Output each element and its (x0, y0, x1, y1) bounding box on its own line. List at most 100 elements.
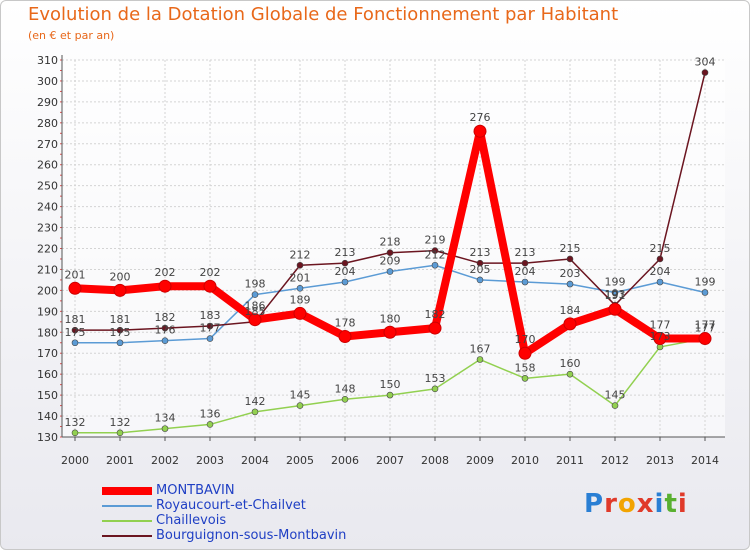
data-label-chaillevois: 134 (155, 412, 176, 425)
y-tick-label: 260 (37, 159, 58, 172)
y-tick-label: 170 (37, 347, 58, 360)
point-royaucourt (656, 278, 664, 286)
y-tick-label: 290 (37, 96, 58, 109)
logo-letter: i (677, 489, 688, 519)
y-tick-label: 300 (37, 75, 58, 88)
y-tick-label: 240 (37, 201, 58, 214)
logo-letter: r (604, 489, 618, 519)
point-chaillevois (386, 391, 394, 399)
x-tick-label: 2010 (511, 454, 539, 467)
x-tick-label: 2012 (601, 454, 629, 467)
point-chaillevois (476, 356, 484, 363)
legend-item-montbavin[interactable]: MONTBAVIN (102, 483, 432, 499)
data-label-bourguignon: 181 (110, 313, 131, 326)
data-label-royaucourt: 198 (245, 278, 266, 291)
data-label-royaucourt: 199 (695, 275, 716, 288)
data-label-bourguignon: 182 (155, 311, 176, 324)
point-bourguignon (341, 259, 349, 267)
point-montbavin (338, 329, 352, 343)
point-montbavin (68, 281, 82, 295)
point-royaucourt (341, 278, 349, 286)
x-tick-label: 2006 (331, 454, 359, 467)
legend-item-chaillevois[interactable]: Chaillevois (102, 513, 432, 529)
y-tick-label: 230 (37, 222, 58, 235)
data-label-chaillevois: 132 (110, 416, 131, 429)
point-royaucourt (296, 284, 304, 292)
data-label-chaillevois: 148 (335, 382, 356, 395)
point-royaucourt (386, 268, 394, 275)
point-royaucourt (521, 278, 529, 286)
data-label-montbavin: 186 (245, 300, 266, 313)
data-label-chaillevois: 167 (470, 343, 491, 356)
point-montbavin (473, 124, 487, 138)
data-label-chaillevois: 136 (200, 407, 221, 420)
legend-swatch-chaillevois (102, 520, 152, 522)
point-chaillevois (251, 408, 259, 416)
data-label-bourguignon: 213 (515, 246, 536, 259)
data-label-bourguignon: 218 (380, 236, 401, 249)
data-label-bourguignon: 213 (335, 246, 356, 259)
data-label-bourguignon: 304 (695, 56, 716, 69)
proxiti-logo: Proxiti (584, 489, 688, 519)
point-bourguignon (656, 255, 664, 263)
x-tick-label: 2002 (151, 454, 179, 467)
data-label-royaucourt: 199 (605, 275, 626, 288)
data-label-royaucourt: 204 (335, 265, 356, 278)
x-tick-label: 2014 (691, 454, 719, 467)
point-royaucourt (566, 280, 574, 288)
data-label-chaillevois: 173 (650, 330, 671, 343)
point-bourguignon (476, 259, 484, 267)
data-label-montbavin: 276 (470, 111, 491, 124)
point-bourguignon (161, 324, 169, 332)
data-label-royaucourt: 204 (650, 265, 671, 278)
x-tick-label: 2001 (106, 454, 134, 467)
point-chaillevois (116, 429, 124, 437)
logo-letter: i (654, 489, 665, 519)
legend-item-bourguignon[interactable]: Bourguignon-sous-Montbavin (102, 528, 432, 544)
point-chaillevois (431, 385, 439, 393)
point-montbavin (383, 325, 397, 339)
logo-letter: P (584, 489, 605, 519)
chart-subtitle: (en € et par an) (28, 29, 115, 42)
point-montbavin (518, 346, 532, 360)
point-bourguignon (206, 322, 214, 330)
point-chaillevois (71, 429, 79, 437)
point-chaillevois (566, 370, 574, 378)
data-label-montbavin: 177 (650, 319, 671, 332)
data-label-royaucourt: 175 (65, 326, 86, 339)
y-tick-label: 190 (37, 305, 58, 318)
x-tick-label: 2003 (196, 454, 224, 467)
legend-swatch-bourguignon (102, 535, 152, 537)
x-tick-label: 2004 (241, 454, 269, 467)
legend-label-chaillevois: Chaillevois (156, 513, 227, 528)
data-label-montbavin: 178 (335, 316, 356, 329)
point-royaucourt (611, 289, 619, 296)
point-montbavin (248, 313, 262, 327)
data-label-chaillevois: 160 (560, 357, 581, 370)
x-tick-label: 2013 (646, 454, 674, 467)
point-chaillevois (161, 425, 169, 432)
data-label-chaillevois: 145 (605, 389, 626, 402)
point-royaucourt (701, 289, 709, 296)
legend-label-royaucourt: Royaucourt-et-Chailvet (156, 498, 306, 513)
y-tick-label: 180 (37, 326, 58, 339)
point-bourguignon (701, 69, 709, 76)
point-bourguignon (566, 255, 574, 263)
point-bourguignon (296, 261, 304, 269)
point-montbavin (293, 306, 307, 320)
point-montbavin (563, 317, 577, 331)
data-label-royaucourt: 201 (290, 271, 311, 284)
series-lines (68, 69, 712, 437)
point-montbavin (653, 332, 667, 346)
point-montbavin (113, 283, 127, 297)
logo-letter: o (617, 489, 637, 519)
point-chaillevois (521, 375, 529, 382)
data-label-bourguignon: 219 (425, 234, 446, 247)
legend-item-royaucourt[interactable]: Royaucourt-et-Chailvet (102, 498, 432, 514)
data-label-royaucourt: 212 (425, 248, 446, 261)
y-tick-label: 270 (37, 138, 58, 151)
data-label-bourguignon: 215 (650, 242, 671, 255)
data-label-royaucourt: 209 (380, 255, 401, 268)
point-royaucourt (431, 261, 439, 269)
